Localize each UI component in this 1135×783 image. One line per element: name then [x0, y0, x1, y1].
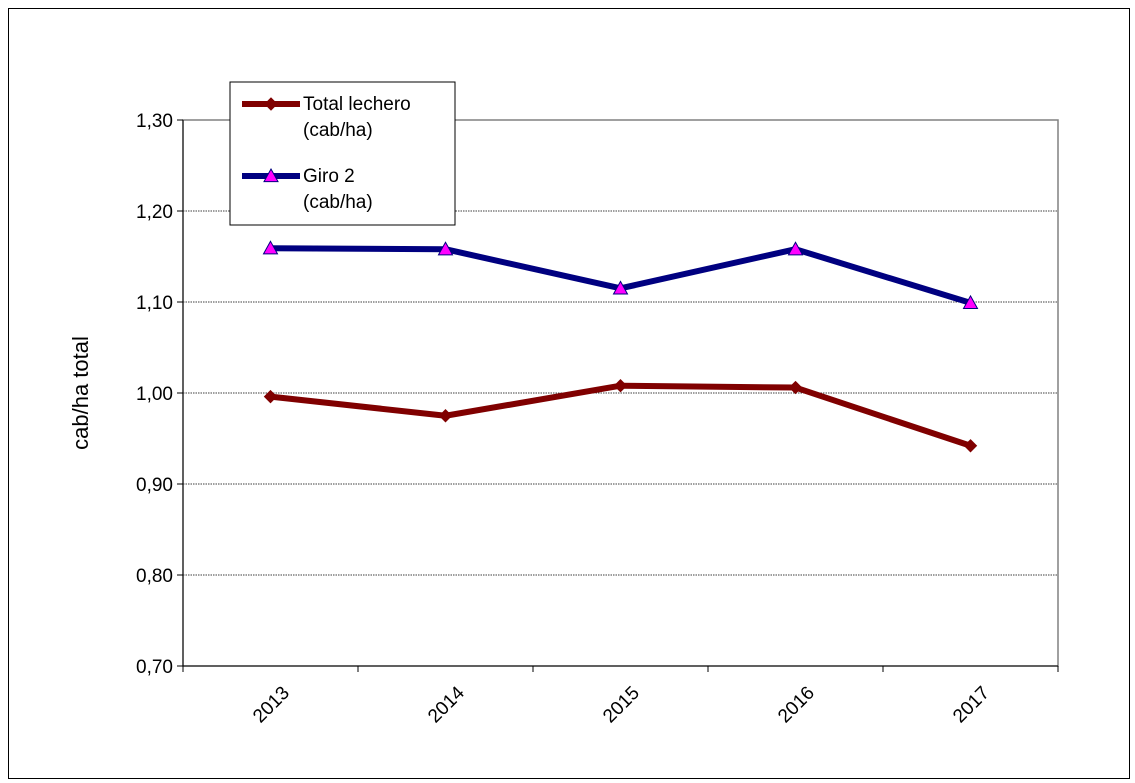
x-tick-label: 2013: [249, 683, 294, 728]
x-tick-label: 2015: [599, 683, 644, 728]
y-tick-label: 0,90: [136, 475, 173, 496]
x-tick-label: 2016: [774, 683, 819, 728]
data-point: [615, 380, 627, 392]
series-2: [264, 241, 978, 308]
y-tick-label: 1,00: [136, 384, 173, 405]
x-tick-label: 2017: [949, 683, 994, 728]
y-tick-labels: 0,70 0,80 0,90 1,00 1,10 1,20 1,30: [136, 111, 173, 678]
y-tick-label: 1,10: [136, 293, 173, 314]
data-point: [265, 391, 277, 403]
legend-label: (cab/ha): [303, 192, 373, 213]
y-tick-label: 0,80: [136, 566, 173, 587]
gridlines: [183, 211, 1058, 575]
legend-label: (cab/ha): [303, 120, 373, 141]
series-line: [271, 248, 971, 303]
series-lines: [264, 241, 978, 451]
series-line: [271, 386, 971, 446]
x-tick-label: 2014: [424, 682, 469, 727]
y-axis-title: cab/ha total: [68, 336, 93, 450]
y-tick-label: 0,70: [136, 657, 173, 678]
legend: Total lechero (cab/ha) Giro 2 (cab/ha): [230, 82, 455, 225]
series-1: [265, 380, 977, 452]
data-point: [440, 410, 452, 422]
legend-label: Total lechero: [303, 94, 411, 115]
legend-label: Giro 2: [303, 166, 355, 187]
y-tick-label: 1,20: [136, 202, 173, 223]
y-tick-label: 1,30: [136, 111, 173, 132]
x-tick-labels: 2013 2014 2015 2016 2017: [249, 682, 994, 727]
